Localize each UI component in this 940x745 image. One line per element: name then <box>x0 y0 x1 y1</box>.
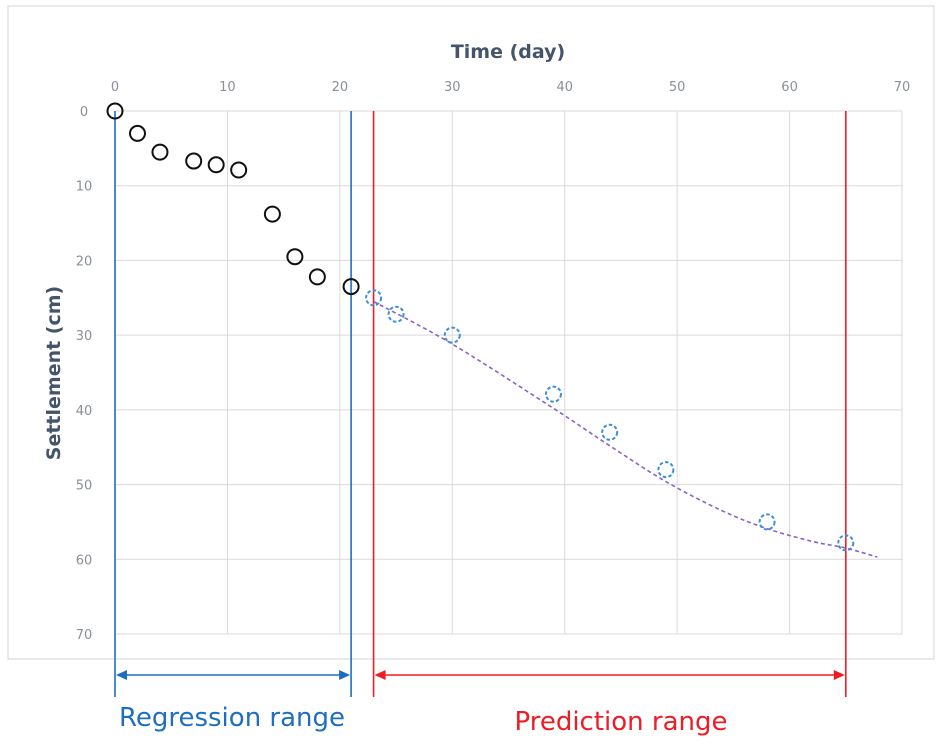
y-tick-label: 60 <box>76 553 93 568</box>
x-tick-label: 60 <box>781 80 798 95</box>
predicted-point <box>544 385 562 403</box>
measured-point <box>263 205 281 223</box>
measured-point <box>342 278 360 296</box>
predicted-point <box>657 461 675 479</box>
predicted-point <box>365 289 383 307</box>
range-annotations <box>114 111 847 697</box>
x-tick-label: 0 <box>111 80 119 95</box>
regression-range-arrow-head-left <box>116 670 127 680</box>
measured-point <box>207 156 225 174</box>
x-tick-label: 70 <box>894 80 911 95</box>
predicted-point <box>758 513 776 531</box>
y-tick-label: 70 <box>76 628 93 643</box>
grid <box>114 110 903 635</box>
measured-point <box>286 248 304 266</box>
tick-labels: 0 10 20 30 40 50 60 70 0 10 20 30 40 50 60 70 <box>76 80 911 643</box>
measured-point <box>308 268 326 286</box>
y-tick-label: 30 <box>76 329 93 344</box>
prediction-range-arrow-head-left <box>374 670 386 680</box>
measured-point <box>128 124 146 142</box>
y-tick-label: 10 <box>76 180 93 195</box>
x-tick-label: 20 <box>332 80 349 95</box>
x-tick-label: 10 <box>219 80 236 95</box>
predicted-point <box>443 326 461 344</box>
measured-point <box>151 143 169 161</box>
y-tick-label: 40 <box>76 404 93 419</box>
predicted-point <box>601 423 619 441</box>
measured-point <box>106 102 124 120</box>
x-tick-label: 30 <box>444 80 461 95</box>
y-tick-label: 0 <box>80 105 88 120</box>
prediction-range-label: Prediction range <box>514 707 727 737</box>
x-axis-title: Time (day) <box>451 41 565 63</box>
data-points <box>106 102 855 552</box>
regression-range-label: Regression range <box>119 703 345 733</box>
y-tick-label: 20 <box>76 254 93 269</box>
regression-range-arrow-head-right <box>339 670 351 680</box>
x-tick-label: 40 <box>556 80 573 95</box>
predicted-point <box>837 534 855 552</box>
measured-point <box>230 161 248 179</box>
measured-point <box>185 152 203 170</box>
chart-frame <box>7 5 935 660</box>
predicted-point <box>387 305 405 323</box>
y-axis-title: Settlement (cm) <box>43 286 65 460</box>
x-tick-label: 50 <box>669 80 686 95</box>
y-tick-label: 50 <box>76 479 93 494</box>
prediction-range-arrow-head-right <box>833 670 845 680</box>
